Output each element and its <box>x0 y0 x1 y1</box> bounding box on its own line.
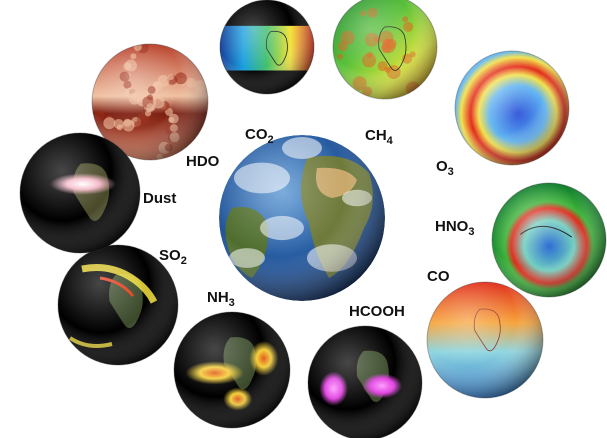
co2-globe <box>220 0 314 94</box>
nh3-globe <box>174 312 290 428</box>
label-hdo: HDO <box>186 153 220 170</box>
label-hcooh: HCOOH <box>349 303 405 320</box>
dust-globe <box>20 133 140 253</box>
label-co: CO <box>427 268 450 285</box>
co-globe <box>427 282 543 398</box>
ch4-globe <box>333 0 437 99</box>
label-ch4: CH4 <box>365 127 393 147</box>
label-co2: CO2 <box>245 126 274 146</box>
earth-globe <box>219 135 385 301</box>
o3-globe <box>455 51 569 165</box>
hno3-globe <box>492 183 606 297</box>
hdo-globe <box>92 44 208 160</box>
label-o3: O3 <box>436 158 454 178</box>
hcooh-globe <box>308 326 422 438</box>
so2-globe <box>58 245 178 365</box>
label-nh3: NH3 <box>207 289 235 309</box>
label-so2: SO2 <box>159 247 187 267</box>
label-hno3: HNO3 <box>435 218 475 238</box>
label-dust: Dust <box>143 190 177 207</box>
